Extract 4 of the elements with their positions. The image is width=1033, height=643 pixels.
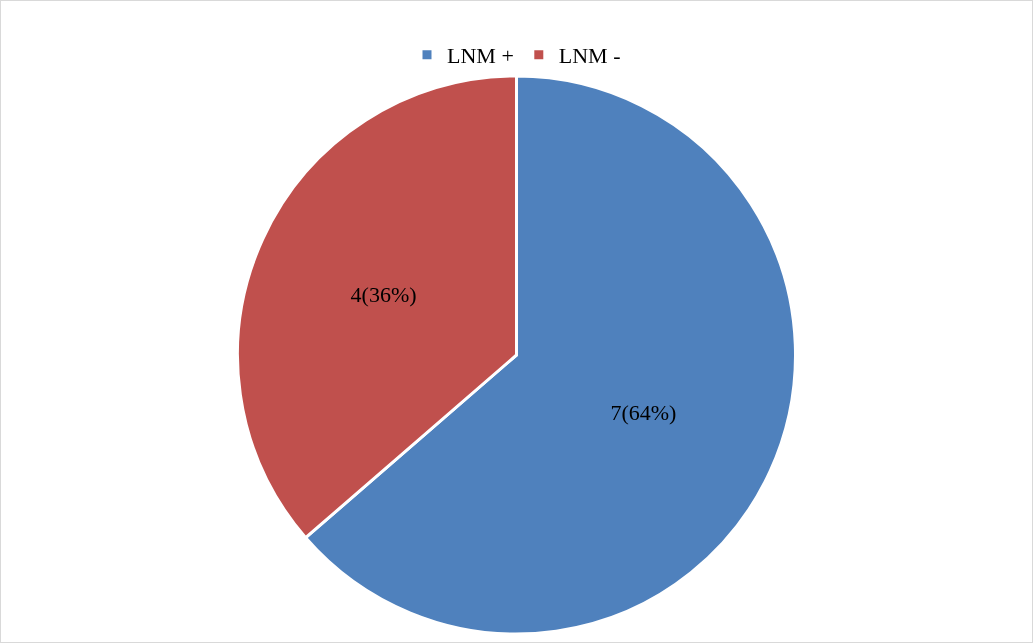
legend-label: LNM - xyxy=(558,43,621,69)
data-label: 4(36%) xyxy=(350,281,417,307)
data-label: 7(64%) xyxy=(610,400,677,426)
legend-label: LNM + xyxy=(447,43,514,69)
